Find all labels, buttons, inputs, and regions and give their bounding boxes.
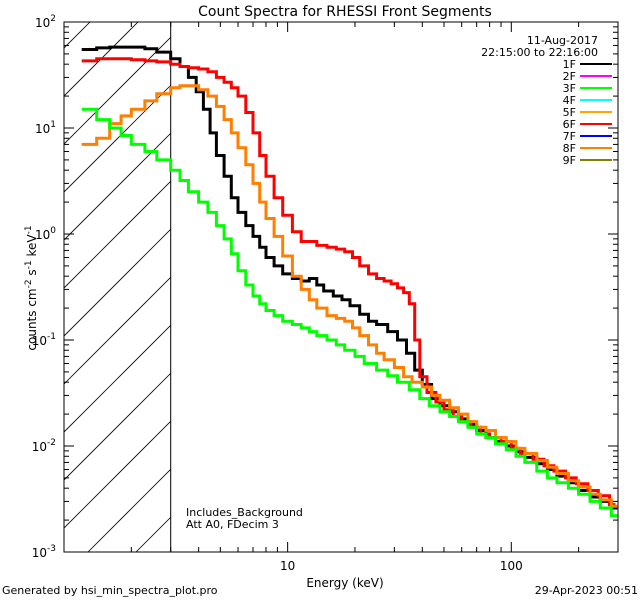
- y-axis-label: counts cm-2 s-1 keV-1: [24, 225, 39, 350]
- footer-generated-by: Generated by hsi_min_spectra_plot.pro: [2, 584, 218, 597]
- legend-label-2f: 2F: [563, 70, 576, 83]
- x-axis-label: Energy (keV): [306, 576, 383, 590]
- legend-label-6f: 6F: [563, 118, 576, 131]
- footer-timestamp: 29-Apr-2023 00:51: [535, 584, 638, 597]
- y-tick-label: 102: [35, 14, 56, 30]
- series-line-8f: [81, 84, 618, 508]
- x-tick-label: 10: [280, 559, 295, 573]
- y-tick-label: 10-1: [32, 332, 56, 348]
- chart-title: Count Spectra for RHESSI Front Segments: [198, 4, 492, 20]
- plot-frame: [63, 21, 619, 553]
- attenuator-hatch-region: [0, 0, 618, 552]
- time-range-label: 22:15:00 to 22:16:00: [481, 46, 598, 59]
- hatch-line: [64, 22, 91, 49]
- legend-label-4f: 4F: [563, 94, 576, 107]
- series-line-3f: [81, 107, 618, 518]
- series-group: [81, 45, 618, 518]
- hatch-line: [0, 0, 112, 552]
- legend-label-1f: 1F: [563, 58, 576, 71]
- legend-label-5f: 5F: [563, 106, 576, 119]
- y-tick-label: 101: [35, 120, 56, 136]
- x-tick-labels: 10 100: [280, 559, 523, 573]
- legend-label-3f: 3F: [563, 82, 576, 95]
- legend-label-9f: 9F: [563, 154, 576, 167]
- y-tick-label: 10-2: [32, 438, 56, 454]
- legend-label-8f: 8F: [563, 142, 576, 155]
- axis-ticks: [63, 22, 619, 553]
- y-tick-label: 10-3: [32, 544, 56, 560]
- y-tick-labels: 10-3 10-2 10-1 100 101 102: [32, 14, 57, 560]
- annotation-attenuator: Att A0, FDecim 3: [186, 518, 279, 531]
- date-label: 11-Aug-2017: [527, 34, 598, 47]
- hatch-line: [64, 22, 139, 97]
- annotation-background: Includes_Background: [186, 506, 303, 519]
- legend-label-7f: 7F: [563, 130, 576, 143]
- y-tick-label: 100: [35, 226, 56, 242]
- x-tick-label: 100: [500, 559, 523, 573]
- hatch-mask: [170, 22, 618, 552]
